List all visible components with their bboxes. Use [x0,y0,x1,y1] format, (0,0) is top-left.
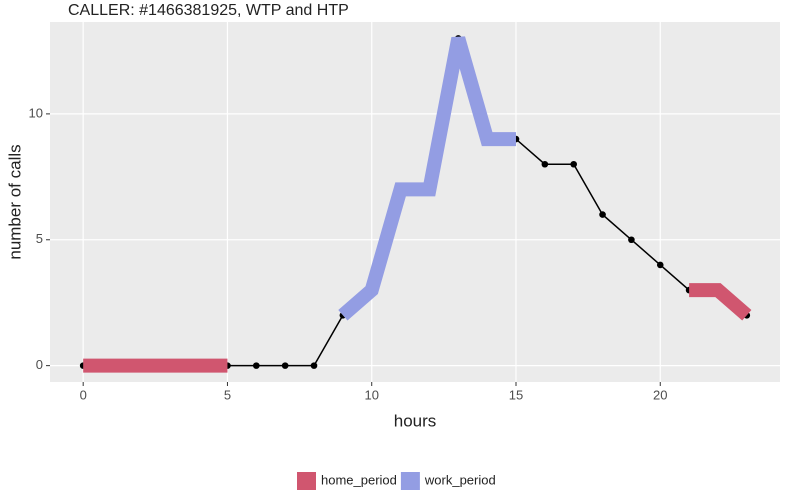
x-tick-label: 0 [80,387,87,402]
legend-key [400,472,420,490]
point [628,236,635,244]
legend-label: work_period [424,472,496,487]
period-line [83,283,752,373]
point [656,261,664,269]
y-tick-label: 5 [36,231,43,246]
y-tick-label: 10 [29,105,43,120]
panel [50,22,780,382]
point [541,160,549,168]
x-tick-label: 20 [653,387,667,402]
legend-label: home_period [321,472,397,487]
legend-key [297,472,316,490]
point [253,362,260,369]
point [310,362,318,369]
y-axis-label: number of calls [5,144,24,259]
point [570,160,577,168]
x-axis-label: hours [394,411,437,430]
x-tick-label: 5 [224,387,231,402]
period-line [338,36,516,321]
point [599,211,606,218]
y-tick-label: 0 [36,357,43,372]
x-tick-label: 10 [364,387,378,402]
point [281,362,289,369]
x-tick-label: 15 [509,387,523,402]
chart-title: CALLER: #1466381925, WTP and HTP [68,2,349,19]
